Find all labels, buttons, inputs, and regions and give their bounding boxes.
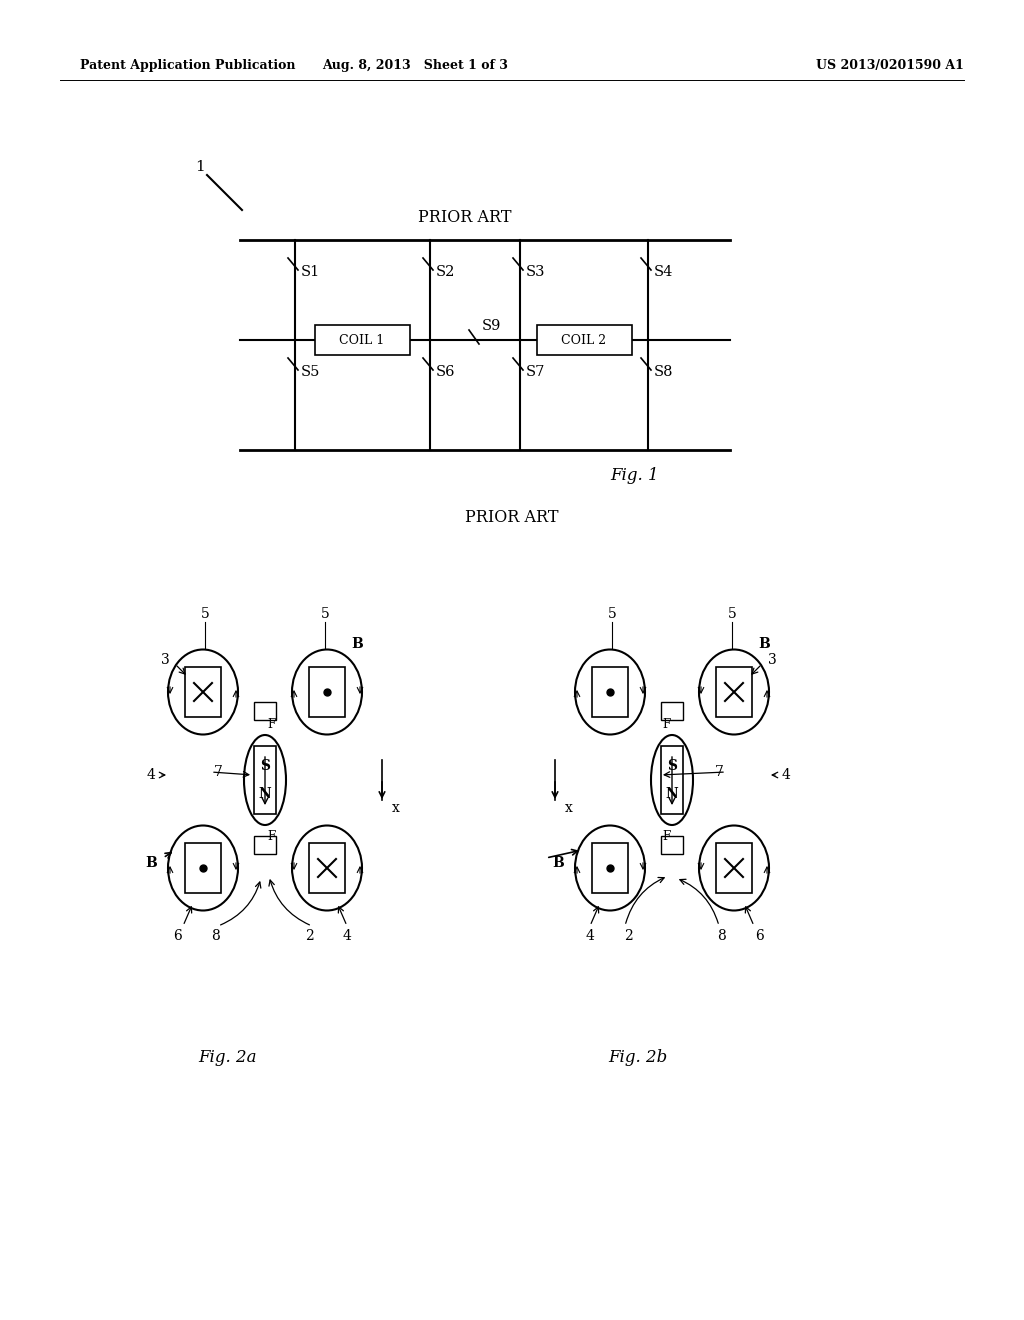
Text: 2: 2 [304, 929, 313, 942]
Ellipse shape [168, 825, 238, 911]
Bar [592, 843, 628, 894]
Bar [716, 667, 752, 717]
Ellipse shape [244, 735, 286, 825]
Text: 6: 6 [174, 929, 182, 942]
Text: 6: 6 [755, 929, 763, 942]
Text: S1: S1 [301, 265, 321, 279]
Text: S2: S2 [436, 265, 456, 279]
Text: 4: 4 [343, 929, 351, 942]
Bar [185, 667, 221, 717]
Text: 4: 4 [586, 929, 595, 942]
Ellipse shape [292, 825, 362, 911]
Ellipse shape [168, 649, 238, 734]
Text: S: S [667, 759, 677, 774]
Text: PRIOR ART: PRIOR ART [465, 510, 559, 527]
Text: S7: S7 [526, 366, 546, 379]
Text: 8: 8 [211, 929, 219, 942]
Text: COIL 1: COIL 1 [339, 334, 385, 346]
Text: 7: 7 [214, 766, 222, 779]
Bar [592, 667, 628, 717]
Text: 5: 5 [728, 607, 736, 620]
Text: Fig. 2b: Fig. 2b [608, 1049, 668, 1067]
Text: F: F [662, 718, 670, 730]
Text: Fig. 2a: Fig. 2a [199, 1049, 257, 1067]
Text: B: B [758, 638, 770, 651]
Text: S: S [260, 759, 270, 774]
Ellipse shape [575, 649, 645, 734]
Bar [662, 746, 683, 814]
Text: 4: 4 [781, 768, 791, 781]
Text: B: B [552, 855, 564, 870]
Text: S6: S6 [436, 366, 456, 379]
Ellipse shape [699, 649, 769, 734]
Bar [254, 836, 276, 854]
Text: B: B [351, 638, 362, 651]
Text: 2: 2 [624, 929, 633, 942]
Text: F: F [267, 718, 275, 730]
Bar [662, 836, 683, 854]
Text: S5: S5 [301, 366, 321, 379]
Bar [309, 667, 345, 717]
Text: Fig. 1: Fig. 1 [610, 466, 659, 483]
Ellipse shape [651, 735, 693, 825]
Text: 5: 5 [321, 607, 330, 620]
Text: 4: 4 [146, 768, 156, 781]
Text: COIL 2: COIL 2 [561, 334, 606, 346]
Text: 3: 3 [768, 653, 776, 667]
Text: S9: S9 [482, 319, 502, 333]
Text: 3: 3 [161, 653, 169, 667]
Text: N: N [666, 787, 678, 801]
Text: S8: S8 [654, 366, 674, 379]
Text: N: N [259, 787, 271, 801]
Text: x: x [565, 801, 572, 814]
Text: S4: S4 [654, 265, 674, 279]
Bar [309, 843, 345, 894]
Text: x: x [392, 801, 400, 814]
Text: F: F [662, 829, 670, 842]
Text: 1: 1 [196, 160, 205, 174]
Text: 7: 7 [715, 766, 723, 779]
Text: PRIOR ART: PRIOR ART [418, 210, 512, 227]
Ellipse shape [292, 649, 362, 734]
Text: 5: 5 [201, 607, 209, 620]
Text: 5: 5 [607, 607, 616, 620]
Bar [254, 702, 276, 719]
Ellipse shape [575, 825, 645, 911]
Text: Aug. 8, 2013   Sheet 1 of 3: Aug. 8, 2013 Sheet 1 of 3 [323, 58, 508, 71]
Text: S3: S3 [526, 265, 546, 279]
Bar [716, 843, 752, 894]
Text: F: F [267, 829, 275, 842]
Bar [537, 325, 632, 355]
Bar [185, 843, 221, 894]
Bar [254, 746, 276, 814]
Ellipse shape [699, 825, 769, 911]
Text: 8: 8 [718, 929, 726, 942]
Text: B: B [145, 855, 157, 870]
Bar [314, 325, 410, 355]
Text: US 2013/0201590 A1: US 2013/0201590 A1 [816, 58, 964, 71]
Bar [662, 702, 683, 719]
Text: Patent Application Publication: Patent Application Publication [80, 58, 296, 71]
